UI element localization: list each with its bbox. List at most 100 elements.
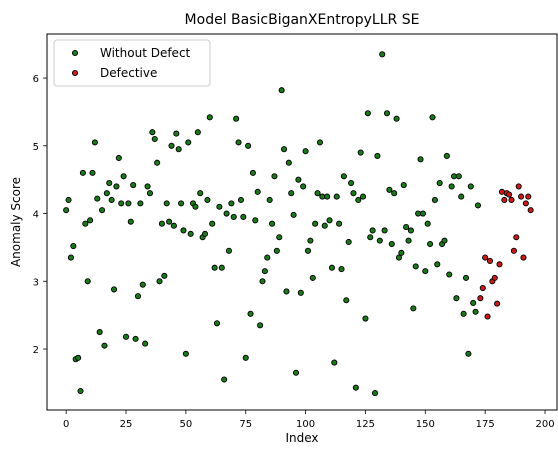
legend-frame xyxy=(53,39,211,87)
point-defective xyxy=(486,257,494,265)
point-without-defect xyxy=(134,293,142,300)
point-without-defect xyxy=(309,274,316,281)
point-without-defect xyxy=(79,169,86,176)
point-without-defect xyxy=(144,183,151,190)
point-without-defect xyxy=(304,247,312,254)
point-without-defect xyxy=(340,173,347,180)
point-without-defect xyxy=(448,183,455,190)
point-without-defect xyxy=(175,146,182,153)
point-without-defect xyxy=(63,207,70,214)
point-without-defect xyxy=(348,179,355,187)
point-without-defect xyxy=(403,224,410,231)
point-without-defect xyxy=(302,148,309,155)
point-without-defect xyxy=(99,207,106,214)
point-defective xyxy=(491,274,498,281)
point-without-defect xyxy=(410,305,417,312)
point-without-defect xyxy=(398,249,405,256)
point-without-defect xyxy=(472,308,479,315)
point-without-defect xyxy=(201,230,209,237)
point-without-defect xyxy=(96,329,103,336)
point-without-defect xyxy=(130,182,137,189)
point-without-defect xyxy=(393,115,400,122)
chart-title: Model BasicBiganXEntropyLLR SE xyxy=(185,12,420,28)
point-without-defect xyxy=(252,217,259,224)
y-tick-label: 6 xyxy=(33,74,39,85)
point-without-defect xyxy=(290,211,297,218)
point-without-defect xyxy=(441,237,448,244)
point-without-defect xyxy=(245,142,252,149)
point-without-defect xyxy=(108,196,115,204)
x-tick-label: 50 xyxy=(180,419,193,430)
point-without-defect xyxy=(300,183,307,190)
point-without-defect xyxy=(264,254,271,261)
point-defective xyxy=(496,261,503,268)
legend-marker-defective xyxy=(71,69,79,77)
point-without-defect xyxy=(65,196,72,204)
point-defective xyxy=(482,254,489,261)
point-without-defect xyxy=(218,264,225,271)
point-without-defect xyxy=(470,299,477,307)
point-without-defect xyxy=(343,297,350,304)
point-without-defect xyxy=(266,196,273,204)
point-without-defect xyxy=(328,264,335,271)
point-without-defect xyxy=(154,159,161,166)
point-without-defect xyxy=(269,220,276,227)
point-without-defect xyxy=(453,295,460,302)
point-without-defect xyxy=(427,240,434,248)
point-without-defect xyxy=(360,193,367,200)
point-defective xyxy=(508,196,515,204)
point-without-defect xyxy=(460,310,467,317)
point-without-defect xyxy=(110,286,118,293)
point-without-defect xyxy=(161,272,168,279)
point-without-defect xyxy=(94,195,101,202)
x-tick-label: 100 xyxy=(296,419,315,430)
point-without-defect xyxy=(192,203,199,210)
point-without-defect xyxy=(278,87,285,94)
point-without-defect xyxy=(168,142,175,149)
point-without-defect xyxy=(187,230,194,237)
point-without-defect xyxy=(312,220,319,227)
point-without-defect xyxy=(371,390,379,397)
point-without-defect xyxy=(422,268,429,275)
point-without-defect xyxy=(407,227,414,234)
point-without-defect xyxy=(381,227,388,234)
point-without-defect xyxy=(458,193,465,200)
point-without-defect xyxy=(350,190,357,197)
legend-label-without-defect: Without Defect xyxy=(100,46,191,60)
point-without-defect xyxy=(166,218,173,225)
point-without-defect xyxy=(137,200,144,207)
point-without-defect xyxy=(424,220,431,227)
point-without-defect xyxy=(297,289,304,296)
ticks-layer: 0 25 50 75 100 125 150 175 200 2 3 4 5 6 xyxy=(33,74,555,430)
point-without-defect xyxy=(249,169,256,176)
x-tick-label: 75 xyxy=(239,419,252,430)
point-without-defect xyxy=(434,261,441,268)
point-without-defect xyxy=(146,190,154,197)
point-without-defect xyxy=(89,169,96,176)
point-defective xyxy=(479,285,486,292)
x-tick-label: 175 xyxy=(476,419,495,430)
point-without-defect xyxy=(417,156,424,163)
point-without-defect xyxy=(443,152,450,159)
point-without-defect xyxy=(122,333,130,340)
point-without-defect xyxy=(84,278,91,285)
point-without-defect xyxy=(185,139,192,146)
point-without-defect xyxy=(292,369,300,376)
x-tick-label: 200 xyxy=(535,419,554,430)
point-without-defect xyxy=(230,213,237,220)
point-without-defect xyxy=(142,340,149,347)
point-defective xyxy=(527,207,534,214)
y-tick-label: 2 xyxy=(33,345,39,356)
point-without-defect xyxy=(178,200,185,207)
point-defective xyxy=(522,200,529,207)
point-without-defect xyxy=(412,263,419,270)
point-without-defect xyxy=(206,114,213,121)
plot-frame xyxy=(46,33,558,411)
point-without-defect xyxy=(87,217,94,224)
point-without-defect xyxy=(288,190,295,197)
x-tick-label: 125 xyxy=(356,419,375,430)
point-without-defect xyxy=(336,220,343,227)
point-without-defect xyxy=(77,387,84,395)
point-without-defect xyxy=(386,186,393,193)
